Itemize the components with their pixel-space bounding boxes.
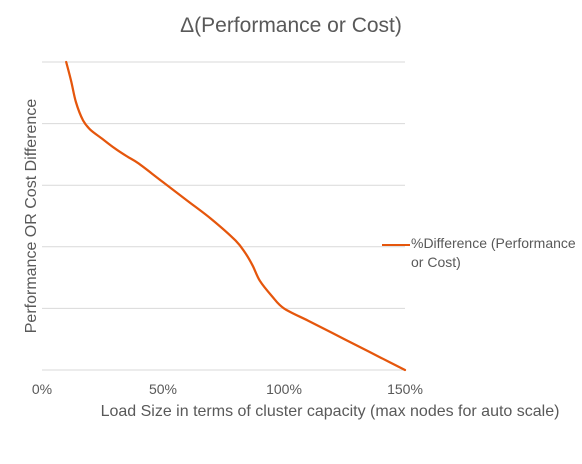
x-tick-label-2: 100%	[266, 381, 302, 397]
x-tick-labels: 0% 50% 100% 150%	[32, 381, 423, 397]
x-tick-label-0: 0%	[32, 381, 52, 397]
chart-title: Δ(Performance or Cost)	[180, 14, 402, 37]
series-group	[65, 60, 407, 372]
x-tick-label-3: 150%	[387, 381, 423, 397]
legend-swatch	[382, 244, 410, 246]
x-axis-label: Load Size in terms of cluster capacity (…	[100, 403, 560, 420]
legend-label: %Difference (Performance or Cost)	[411, 235, 576, 270]
gridlines	[42, 61, 405, 371]
series-line-0	[65, 60, 407, 372]
x-tick-label-1: 50%	[149, 381, 177, 397]
y-axis-label: Performance OR Cost Difference	[23, 98, 40, 334]
